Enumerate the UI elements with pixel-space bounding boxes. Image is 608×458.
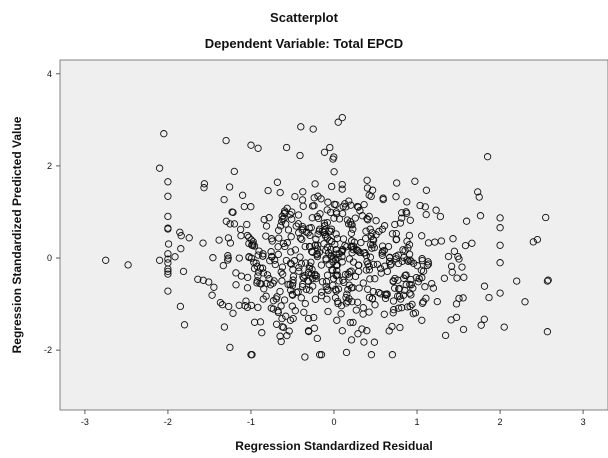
x-tick-label: 2 <box>498 417 503 427</box>
plot-area <box>60 60 608 410</box>
x-tick-label: -3 <box>81 417 89 427</box>
y-axis-label: Regression Standardized Predicted Value <box>10 116 24 353</box>
x-tick-label: -1 <box>247 417 255 427</box>
x-tick-label: 0 <box>331 417 336 427</box>
x-axis-label: Regression Standardized Residual <box>235 439 432 453</box>
x-tick-label: -2 <box>164 417 172 427</box>
chart-title: Scatterplot <box>270 10 339 25</box>
y-tick-label: 2 <box>47 161 52 171</box>
y-tick-label: -2 <box>44 345 52 355</box>
y-tick-label: 4 <box>47 69 52 79</box>
x-tick-label: 3 <box>581 417 586 427</box>
y-tick-label: 0 <box>47 253 52 263</box>
x-tick-label: 1 <box>415 417 420 427</box>
chart-subtitle: Dependent Variable: Total EPCD <box>205 36 403 51</box>
